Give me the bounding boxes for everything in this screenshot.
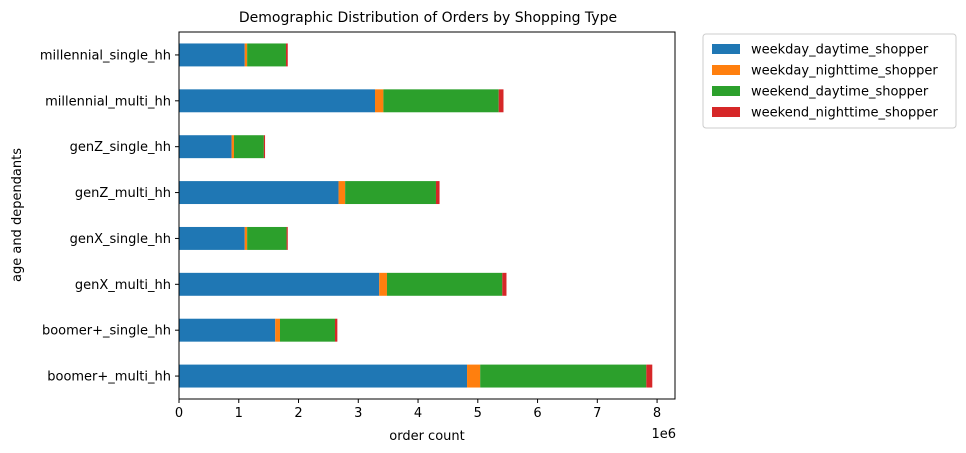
legend-swatch-weekday_nighttime_shopper — [712, 65, 740, 75]
bar-millennial_multi_hh-weekend_daytime_shopper — [383, 89, 499, 113]
bar-boomer+_single_hh-weekend_nighttime_shopper — [334, 318, 338, 342]
bar-millennial_single_hh-weekday_daytime_shopper — [179, 43, 245, 67]
y-tick-label: boomer+_multi_hh — [47, 370, 171, 385]
x-tick-label: 5 — [474, 406, 482, 421]
bar-millennial_single_hh-weekend_daytime_shopper — [247, 43, 286, 67]
legend: weekday_daytime_shopper weekday_nighttime… — [702, 33, 957, 129]
bar-boomer+_multi_hh-weekend_daytime_shopper — [480, 364, 647, 388]
bar-boomer+_single_hh-weekday_nighttime_shopper — [275, 318, 280, 342]
bar-genZ_single_hh-weekday_daytime_shopper — [179, 135, 232, 159]
x-tick-label: 0 — [175, 406, 183, 421]
x-axis-offset-label: 1e6 — [651, 427, 676, 442]
bars-layer — [179, 43, 653, 388]
bar-genX_multi_hh-weekend_nighttime_shopper — [502, 272, 507, 296]
bar-genX_single_hh-weekday_nighttime_shopper — [244, 226, 248, 250]
bar-genX_single_hh-weekend_nighttime_shopper — [286, 226, 288, 250]
bar-millennial_multi_hh-weekend_nighttime_shopper — [498, 89, 504, 113]
x-axis-label: order count — [389, 429, 464, 444]
bar-genZ_multi_hh-weekday_daytime_shopper — [179, 181, 339, 205]
y-tick-label: boomer+_single_hh — [42, 324, 171, 339]
bar-genZ_multi_hh-weekday_nighttime_shopper — [338, 181, 346, 205]
bar-genZ_multi_hh-weekend_nighttime_shopper — [435, 181, 440, 205]
bar-genZ_single_hh-weekday_nighttime_shopper — [231, 135, 234, 159]
bar-genZ_single_hh-weekend_daytime_shopper — [233, 135, 264, 159]
x-tick-label: 8 — [653, 406, 661, 421]
bar-genZ_single_hh-weekend_nighttime_shopper — [263, 135, 266, 159]
bar-genX_multi_hh-weekday_daytime_shopper — [179, 272, 380, 296]
x-tick-label: 7 — [593, 406, 601, 421]
bar-millennial_single_hh-weekend_nighttime_shopper — [285, 43, 288, 67]
bar-boomer+_multi_hh-weekday_nighttime_shopper — [467, 364, 481, 388]
y-tick-label: millennial_multi_hh — [45, 94, 171, 109]
bar-genX_single_hh-weekday_daytime_shopper — [179, 226, 245, 250]
chart-title: Demographic Distribution of Orders by Sh… — [239, 10, 617, 26]
legend-label: weekend_daytime_shopper — [751, 85, 929, 100]
legend-swatch-weekday_daytime_shopper — [712, 44, 740, 54]
legend-swatch-weekend_nighttime_shopper — [712, 107, 740, 117]
bar-millennial_multi_hh-weekday_daytime_shopper — [179, 89, 376, 113]
bar-genX_single_hh-weekend_daytime_shopper — [247, 226, 287, 250]
y-axis-label: age and dependants — [10, 148, 25, 282]
bar-boomer+_single_hh-weekday_daytime_shopper — [179, 318, 276, 342]
y-axis: boomer+_multi_hh boomer+_single_hh genX_mu… — [40, 48, 179, 385]
y-tick-label: millennial_single_hh — [40, 48, 171, 63]
legend-frame — [702, 33, 957, 129]
bar-genZ_multi_hh-weekend_daytime_shopper — [345, 181, 436, 205]
legend-swatch-weekend_daytime_shopper — [712, 86, 740, 96]
bar-genX_multi_hh-weekend_daytime_shopper — [386, 272, 503, 296]
bar-boomer+_multi_hh-weekend_nighttime_shopper — [646, 364, 653, 388]
x-tick-label: 1 — [235, 406, 243, 421]
y-tick-label: genZ_multi_hh — [75, 186, 171, 201]
legend-label: weekday_daytime_shopper — [751, 43, 929, 58]
x-tick-label: 4 — [414, 406, 422, 421]
legend-label: weekday_nighttime_shopper — [751, 64, 938, 79]
bar-boomer+_single_hh-weekend_daytime_shopper — [279, 318, 335, 342]
y-tick-label: genZ_single_hh — [70, 140, 171, 155]
y-tick-label: genX_single_hh — [70, 232, 171, 247]
bar-boomer+_multi_hh-weekday_daytime_shopper — [179, 364, 468, 388]
x-tick-label: 3 — [354, 406, 362, 421]
plot-frame — [178, 31, 676, 400]
x-tick-label: 2 — [294, 406, 302, 421]
bar-millennial_multi_hh-weekday_nighttime_shopper — [375, 89, 384, 113]
x-axis: 0 1 2 3 4 5 6 7 8 — [175, 399, 661, 421]
bar-genX_multi_hh-weekday_nighttime_shopper — [379, 272, 387, 296]
bar-millennial_single_hh-weekday_nighttime_shopper — [244, 43, 248, 67]
x-tick-label: 6 — [533, 406, 541, 421]
y-tick-label: genX_multi_hh — [75, 278, 171, 293]
legend-label: weekend_nighttime_shopper — [751, 106, 938, 121]
